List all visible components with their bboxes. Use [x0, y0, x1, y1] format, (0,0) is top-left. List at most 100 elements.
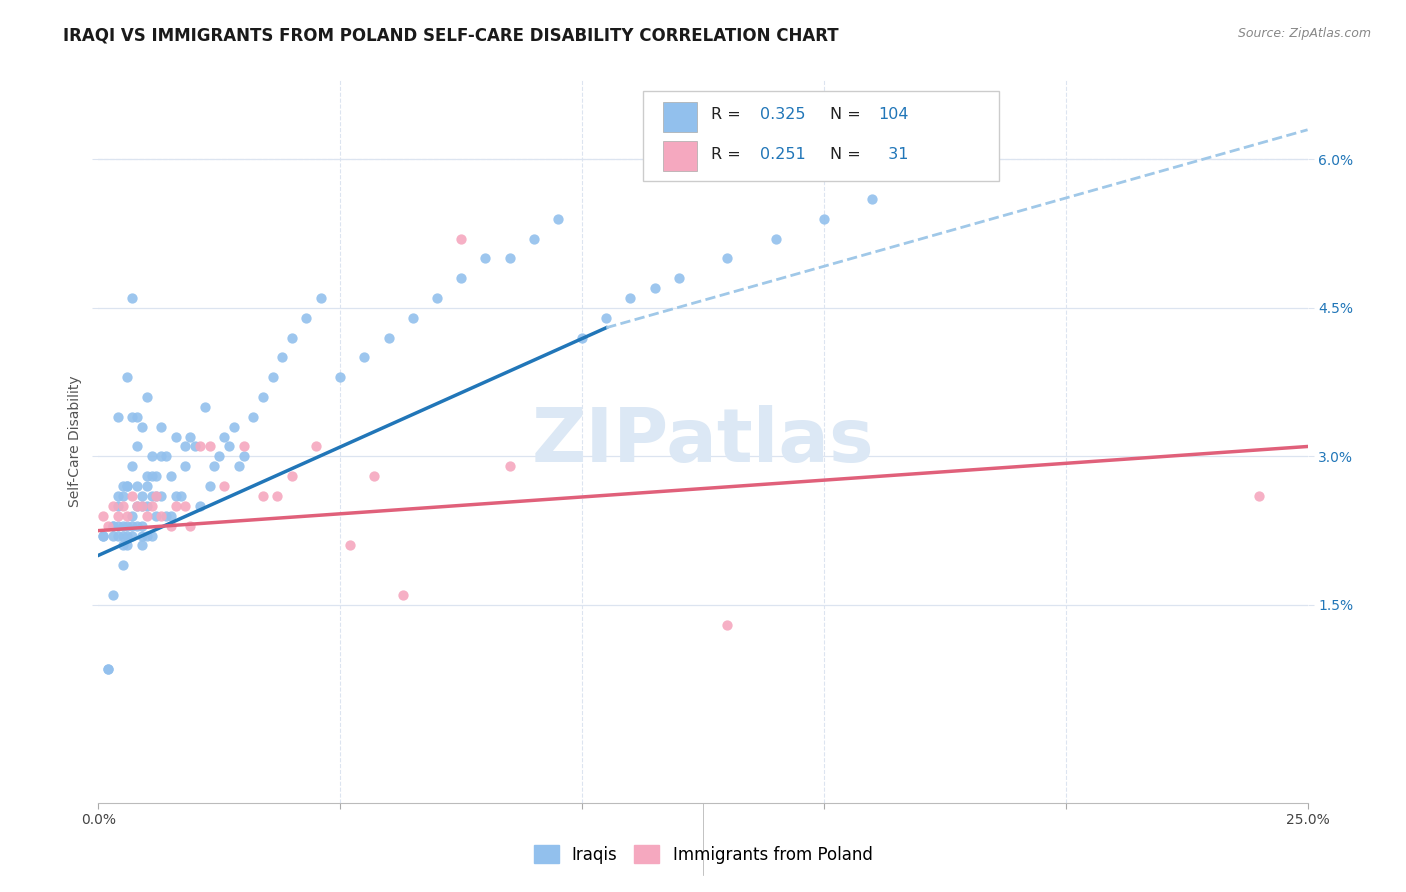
Point	[309, 291, 332, 305]
Text: IRAQI VS IMMIGRANTS FROM POLAND SELF-CARE DISABILITY CORRELATION CHART: IRAQI VS IMMIGRANTS FROM POLAND SELF-CAR…	[63, 27, 839, 45]
Point	[97, 662, 120, 676]
Point	[127, 499, 149, 513]
Point	[117, 479, 139, 493]
Point	[111, 539, 134, 553]
Point	[644, 281, 666, 295]
Point	[198, 479, 221, 493]
Point	[150, 508, 173, 523]
Point	[127, 518, 149, 533]
Point	[619, 291, 641, 305]
Point	[127, 499, 149, 513]
Legend: Iraqis, Immigrants from Poland: Iraqis, Immigrants from Poland	[527, 838, 879, 871]
Point	[131, 499, 153, 513]
Point	[668, 271, 690, 285]
FancyBboxPatch shape	[643, 91, 1000, 181]
Point	[271, 351, 294, 365]
Point	[281, 469, 304, 483]
Point	[127, 440, 149, 454]
Point	[474, 252, 496, 266]
Text: ZIPatlas: ZIPatlas	[531, 405, 875, 478]
Point	[169, 489, 191, 503]
Point	[194, 400, 217, 414]
Point	[141, 499, 163, 513]
Point	[174, 459, 197, 474]
Point	[111, 489, 134, 503]
Point	[121, 508, 143, 523]
Y-axis label: Self-Care Disability: Self-Care Disability	[67, 376, 82, 508]
FancyBboxPatch shape	[664, 141, 697, 171]
Point	[212, 479, 235, 493]
Point	[281, 330, 304, 344]
Point	[131, 489, 153, 503]
Point	[111, 499, 134, 513]
Point	[155, 450, 177, 464]
Point	[111, 528, 134, 542]
Point	[813, 211, 835, 226]
Point	[141, 450, 163, 464]
Text: N =: N =	[830, 107, 866, 121]
Point	[131, 528, 153, 542]
Point	[184, 440, 207, 454]
Point	[131, 499, 153, 513]
Point	[179, 429, 201, 443]
Point	[765, 232, 787, 246]
Point	[97, 518, 120, 533]
Point	[121, 489, 143, 503]
Point	[150, 419, 173, 434]
Point	[218, 440, 240, 454]
Point	[101, 518, 124, 533]
Point	[155, 508, 177, 523]
Point	[121, 518, 143, 533]
Point	[179, 518, 201, 533]
Point	[377, 330, 399, 344]
Point	[121, 459, 143, 474]
Point	[266, 489, 288, 503]
Point	[252, 489, 274, 503]
Text: 0.251: 0.251	[759, 147, 806, 162]
Point	[228, 459, 250, 474]
Point	[107, 528, 129, 542]
FancyBboxPatch shape	[664, 102, 697, 132]
Point	[127, 409, 149, 424]
Point	[716, 252, 738, 266]
Point	[165, 429, 187, 443]
Point	[450, 271, 472, 285]
Point	[111, 479, 134, 493]
Point	[402, 310, 425, 325]
Text: 0.325: 0.325	[759, 107, 806, 121]
Point	[547, 211, 569, 226]
Point	[141, 469, 163, 483]
Point	[145, 489, 167, 503]
Point	[208, 450, 231, 464]
Point	[131, 419, 153, 434]
Point	[91, 528, 114, 542]
Point	[141, 489, 163, 503]
Point	[131, 539, 153, 553]
Point	[165, 499, 187, 513]
Point	[107, 518, 129, 533]
Point	[252, 390, 274, 404]
Point	[107, 508, 129, 523]
Point	[145, 469, 167, 483]
Point	[135, 499, 157, 513]
Point	[135, 508, 157, 523]
Point	[117, 528, 139, 542]
Point	[1249, 489, 1271, 503]
Point	[523, 232, 546, 246]
Point	[716, 617, 738, 632]
Point	[392, 588, 415, 602]
Point	[174, 499, 197, 513]
Point	[571, 330, 593, 344]
Point	[188, 499, 211, 513]
Point	[91, 528, 114, 542]
Point	[111, 518, 134, 533]
Point	[174, 440, 197, 454]
Point	[232, 450, 254, 464]
Point	[117, 539, 139, 553]
Point	[353, 351, 375, 365]
Point	[107, 499, 129, 513]
Point	[160, 508, 183, 523]
Point	[595, 310, 617, 325]
Point	[450, 232, 472, 246]
Point	[141, 528, 163, 542]
